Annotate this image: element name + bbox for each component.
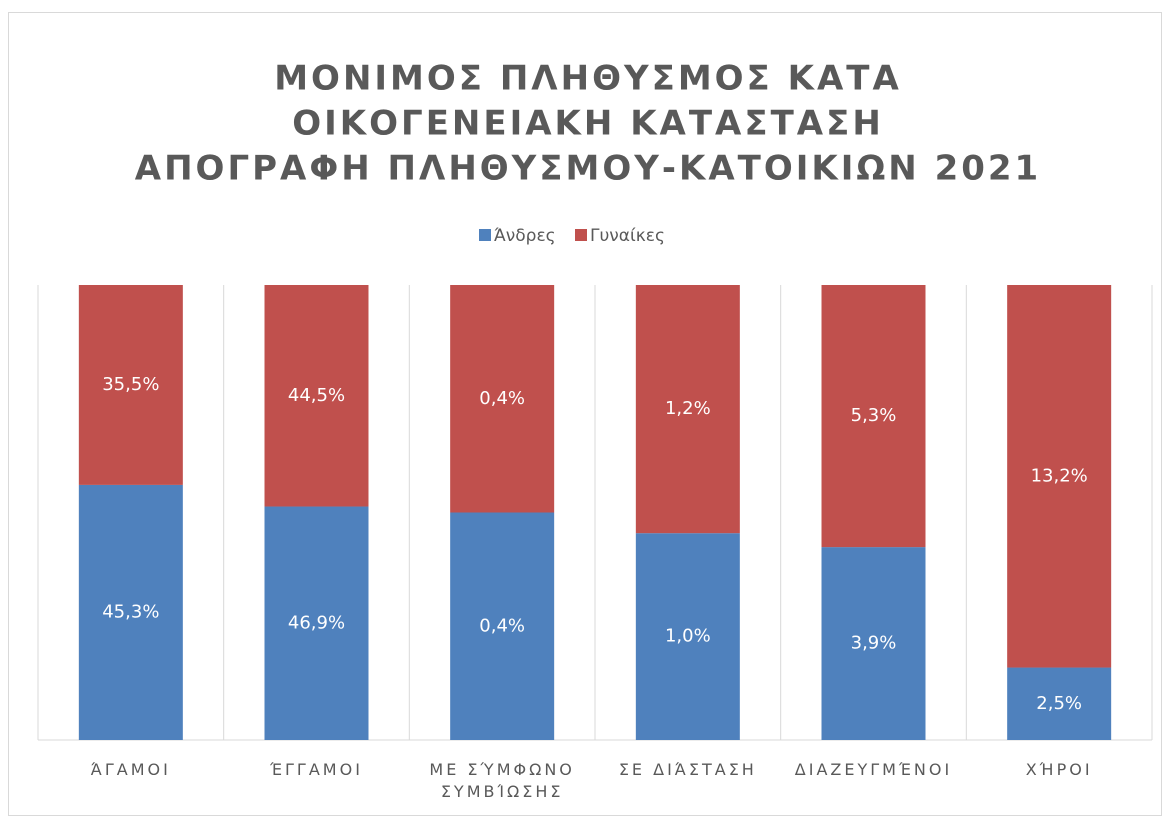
data-label: 44,5% <box>288 385 345 406</box>
chart-border <box>8 12 1162 816</box>
data-label: 2,5% <box>1036 693 1082 714</box>
bar-segment <box>1007 667 1112 740</box>
chart-title: ΜΟΝΙΜΟΣ ΠΛΗΘΥΣΜΟΣ ΚΑΤΑ <box>274 59 902 99</box>
bar-segment <box>635 285 740 534</box>
bar-segment <box>635 533 740 740</box>
data-label: 46,9% <box>288 612 345 633</box>
chart-title: ΟΙΚΟΓΕΝΕΙΑΚΗ ΚΑΤΑΣΤΑΣΗ <box>292 104 884 144</box>
legend-swatch <box>575 229 587 241</box>
bar-segment <box>821 285 926 548</box>
data-label: 5,3% <box>851 405 897 426</box>
x-tick-label: ΜΕ ΣΎΜΦΩΝΟ ΣΥΜΒΊΩΣΗΣ <box>429 760 575 801</box>
data-label: 1,2% <box>665 398 711 419</box>
legend-swatch <box>479 229 491 241</box>
bar-segment <box>450 285 555 513</box>
x-tick-label: ΆΓΑΜΟΙ <box>90 760 171 779</box>
x-tick-label: ΧΉΡΟΙ <box>1025 760 1093 779</box>
x-tick-label: ΔΙΑΖΕΥΓΜΈΝΟΙ <box>794 760 953 779</box>
bar-segment <box>264 285 369 507</box>
legend-label: Άνδρες <box>494 226 556 246</box>
data-label: 0,4% <box>479 615 525 636</box>
data-label: 3,9% <box>851 633 897 654</box>
bar-segment <box>264 506 369 740</box>
bar-segment <box>450 512 555 740</box>
x-tick-label: ΈΓΓΑΜΟΙ <box>270 760 363 779</box>
bar-segment <box>821 547 926 740</box>
data-label: 13,2% <box>1031 465 1088 486</box>
data-label: 1,0% <box>665 626 711 647</box>
bar-segment <box>1007 285 1112 668</box>
legend-label: Γυναίκες <box>590 226 665 246</box>
bar-segment <box>78 285 183 485</box>
x-tick-label: ΣΕ ΔΙΆΣΤΑΣΗ <box>618 760 757 779</box>
chart-title: ΑΠΟΓΡΑΦΗ ΠΛΗΘΥΣΜΟΥ-ΚΑΤΟΙΚΙΩΝ 2021 <box>135 149 1041 189</box>
data-label: 45,3% <box>102 601 159 622</box>
data-label: 35,5% <box>102 374 159 395</box>
bar-segment <box>78 484 183 740</box>
data-label: 0,4% <box>479 388 525 409</box>
